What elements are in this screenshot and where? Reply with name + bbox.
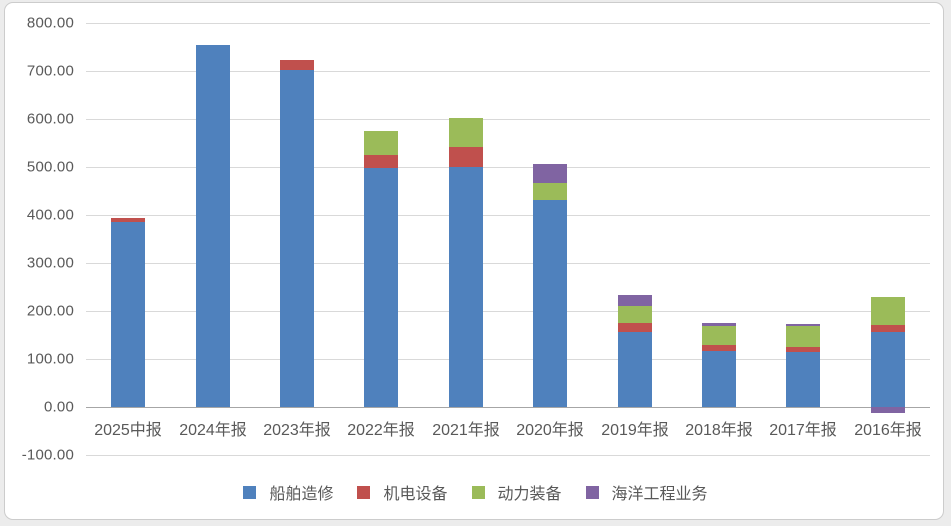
legend-swatch-icon [471, 485, 485, 499]
legend-item: 海洋工程业务 [585, 480, 708, 504]
bar-segment [280, 70, 314, 407]
bar-segment [449, 118, 483, 147]
legend: 船舶造修 机电设备 动力装备 海洋工程业务 [0, 479, 951, 505]
bar-segment [364, 131, 398, 155]
y-axis-tick-label: 500.00 [26, 158, 74, 176]
x-axis-category-label: 2016年报 [854, 422, 922, 439]
gridline [86, 311, 930, 312]
y-axis-tick-label: 600.00 [26, 110, 74, 128]
bar-segment [111, 222, 145, 407]
bar-segment [871, 325, 905, 332]
gridline [86, 359, 930, 360]
bar-segment [618, 295, 652, 306]
gridline [86, 23, 930, 24]
legend-swatch-icon [243, 485, 257, 499]
x-axis-category-label: 2025中报 [94, 422, 162, 439]
legend-label: 机电设备 [383, 486, 448, 503]
gridline [86, 455, 930, 456]
gridline [86, 167, 930, 168]
bar-segment [618, 332, 652, 407]
bar-segment [871, 332, 905, 407]
legend-label: 船舶造修 [269, 486, 334, 503]
bar-segment [533, 200, 567, 407]
legend-swatch-icon [357, 485, 371, 499]
x-axis-category-label: 2020年报 [516, 422, 584, 439]
y-axis-tick-label: 300.00 [26, 254, 74, 272]
legend-label: 动力装备 [497, 486, 562, 503]
x-axis-category-label: 2022年报 [347, 422, 415, 439]
bar-segment [786, 347, 820, 352]
bar-segment [196, 45, 230, 407]
bar-segment [280, 60, 314, 70]
y-axis-tick-label: 400.00 [26, 206, 74, 224]
y-axis-tick-label: 0.00 [44, 398, 74, 416]
x-axis-category-label: 2017年报 [769, 422, 837, 439]
bar-segment [786, 326, 820, 347]
y-axis-tick-label: 200.00 [26, 302, 74, 320]
bar-segment [871, 407, 905, 413]
bar-segment [364, 155, 398, 168]
legend-item: 动力装备 [471, 480, 562, 504]
gridline [86, 263, 930, 264]
bar-segment [449, 167, 483, 407]
gridline [86, 71, 930, 72]
legend-item: 机电设备 [357, 480, 448, 504]
bar-segment [871, 297, 905, 325]
bar-segment [533, 164, 567, 183]
bar-segment [449, 147, 483, 167]
zero-axis-line [86, 407, 930, 408]
bar-segment [702, 326, 736, 345]
gridline [86, 119, 930, 120]
bar-segment [702, 345, 736, 351]
bar-segment [702, 351, 736, 407]
legend-swatch-icon [585, 485, 599, 499]
y-axis-tick-label: 700.00 [26, 62, 74, 80]
x-axis-category-label: 2024年报 [179, 422, 247, 439]
x-axis-category-label: 2018年报 [685, 422, 753, 439]
bar-segment [786, 352, 820, 407]
y-axis-tick-label: 800.00 [26, 14, 74, 32]
legend-label: 海洋工程业务 [611, 486, 708, 503]
bar-segment [533, 183, 567, 200]
bar-segment [111, 218, 145, 222]
bar-segment [786, 324, 820, 326]
y-axis-tick-label: 100.00 [26, 350, 74, 368]
bar-segment [618, 323, 652, 332]
x-axis-category-label: 2019年报 [601, 422, 669, 439]
y-axis-tick-label: -100.00 [21, 446, 74, 464]
bar-segment [702, 323, 736, 326]
x-axis-category-label: 2021年报 [432, 422, 500, 439]
bar-segment [364, 168, 398, 407]
x-axis-category-label: 2023年报 [263, 422, 331, 439]
bar-segment [618, 306, 652, 323]
legend-item: 船舶造修 [243, 480, 333, 504]
gridline [86, 215, 930, 216]
